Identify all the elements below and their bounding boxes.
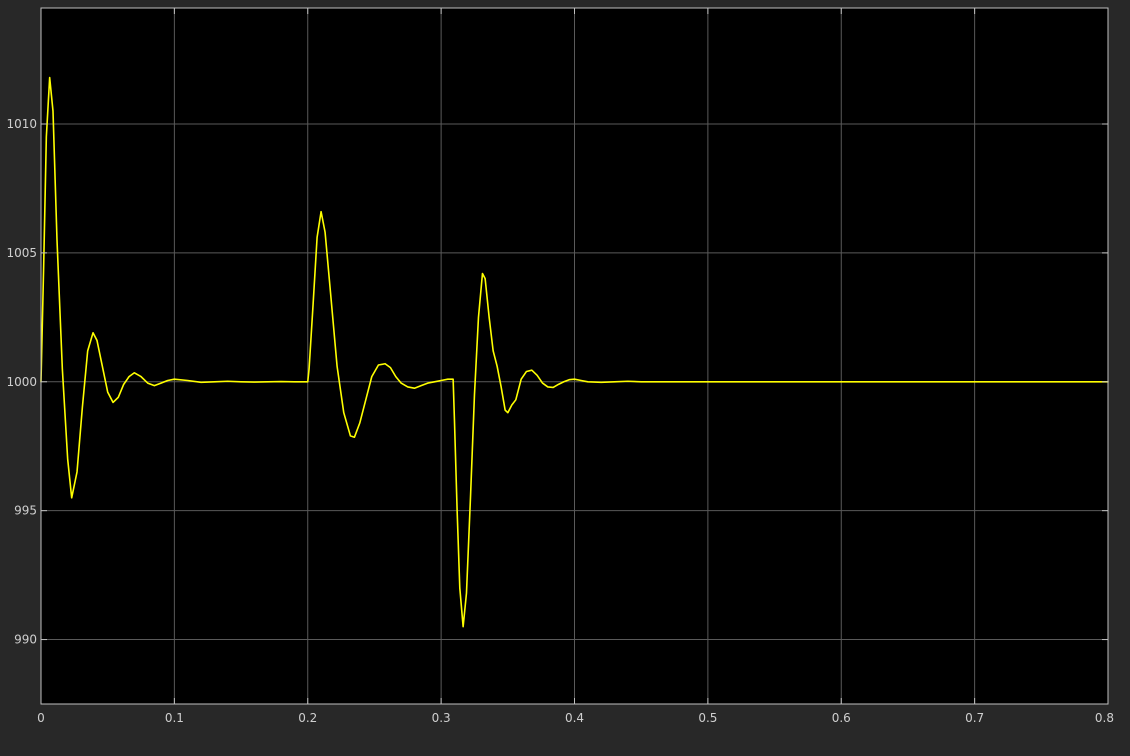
- y-tick-label: 995: [14, 504, 37, 518]
- y-tick-label: 1005: [6, 246, 37, 260]
- y-tick-label: 990: [14, 633, 37, 647]
- y-tick-label: 1000: [6, 375, 37, 389]
- signal-trace: [40, 76, 1109, 628]
- x-tick-label: 0.1: [165, 711, 184, 725]
- x-tick-label: 0.8: [1095, 711, 1114, 725]
- x-tick-label: 0.2: [298, 711, 317, 725]
- grid-lines: [40, 8, 1109, 704]
- x-tick-label: 0.7: [965, 711, 984, 725]
- tick-marks: [40, 8, 1109, 704]
- x-tick-label: 0.6: [832, 711, 851, 725]
- trace-layer: [40, 76, 1109, 628]
- x-tick-label: 0: [37, 711, 45, 725]
- x-tick-label: 0.5: [698, 711, 717, 725]
- y-tick-label: 1010: [6, 117, 37, 131]
- x-tick-label: 0.4: [565, 711, 584, 725]
- y-axis-tick-labels: 990 995 1000 1005 1010: [6, 117, 37, 647]
- x-axis-tick-labels: 0 0.1 0.2 0.3 0.4 0.5 0.6 0.7 0.8: [37, 711, 1114, 725]
- x-tick-label: 0.3: [432, 711, 451, 725]
